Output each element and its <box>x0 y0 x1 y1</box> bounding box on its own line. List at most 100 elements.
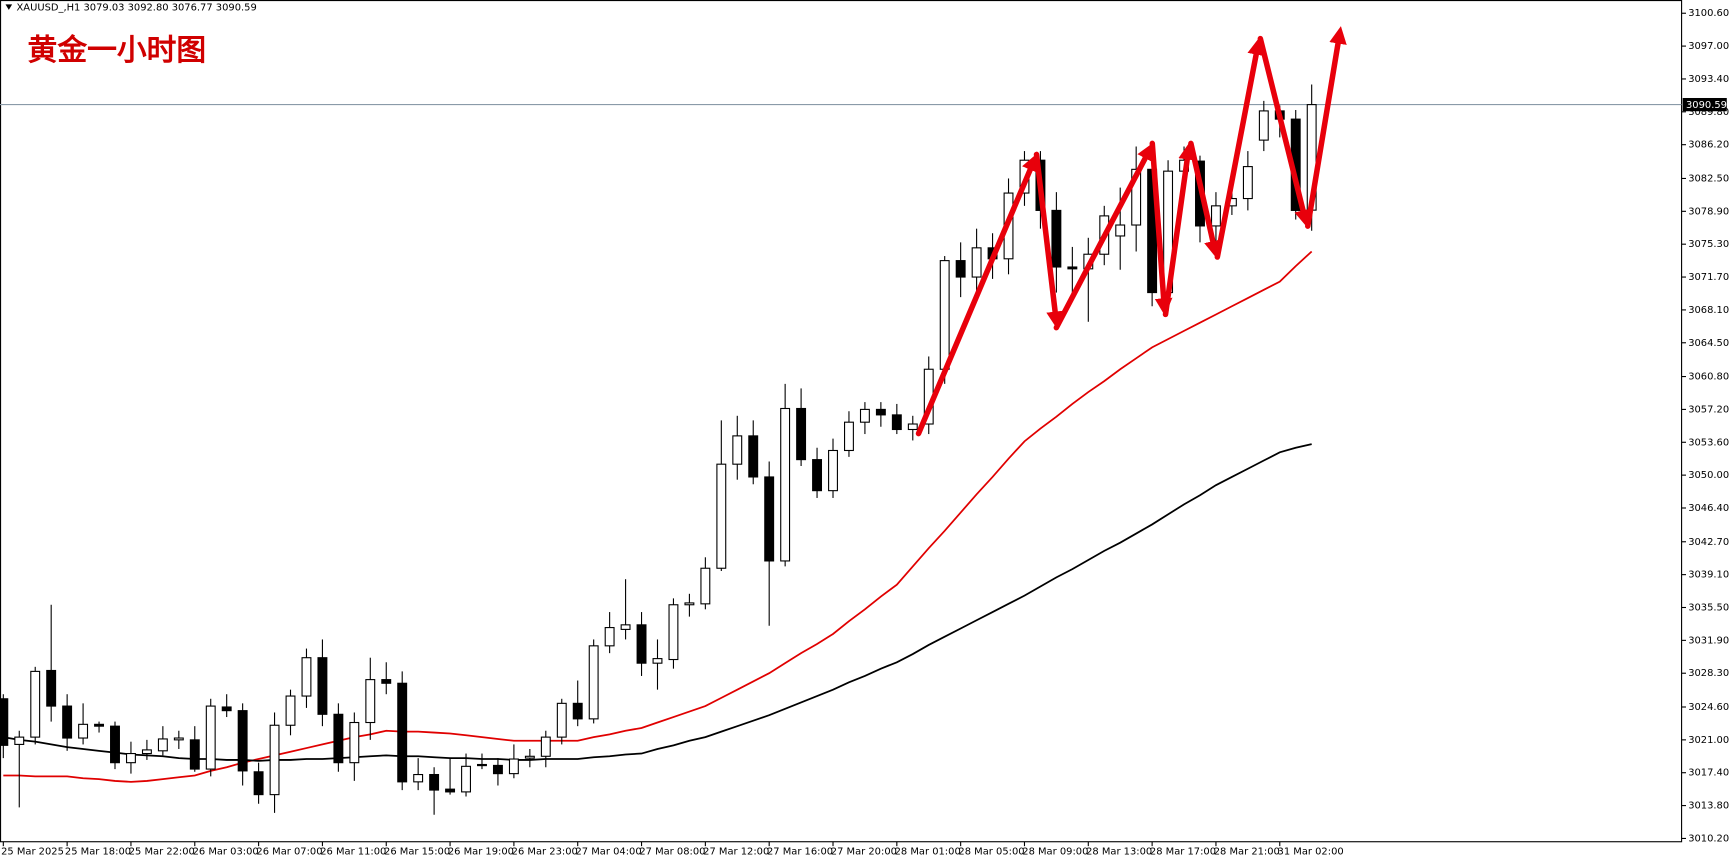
candle-body <box>1115 224 1126 237</box>
y-tick-label: 3075.30 <box>1688 239 1729 250</box>
x-tick-label: 27 Mar 08:00 <box>639 847 705 858</box>
candle-body <box>540 736 551 757</box>
candle-body <box>636 624 647 664</box>
candle-body <box>381 679 392 684</box>
arrow <box>1053 142 1154 331</box>
last-price-box <box>1682 97 1727 112</box>
candle-body <box>508 758 519 775</box>
candle-body <box>1067 266 1078 270</box>
x-tick-label: 25 Mar 2025 <box>1 847 64 858</box>
candle-body <box>1242 166 1253 200</box>
candle-body <box>46 669 57 707</box>
arrow <box>1188 140 1222 259</box>
plot-area <box>0 84 1682 815</box>
y-tick-label: 3031.90 <box>1688 635 1729 646</box>
candle-body <box>891 414 902 431</box>
y-tick-label: 3086.20 <box>1688 140 1729 151</box>
candle-body <box>668 604 679 661</box>
x-tick-label: 25 Mar 22:00 <box>129 847 195 858</box>
x-tick-label: 28 Mar 01:00 <box>895 847 961 858</box>
candle-body <box>828 449 838 492</box>
y-tick-label: 3100.60 <box>1688 8 1729 19</box>
candle-body <box>604 627 615 647</box>
candle-body <box>157 738 168 752</box>
y-tick-label: 3071.70 <box>1688 272 1729 283</box>
x-tick-label: 26 Mar 07:00 <box>256 847 322 858</box>
y-tick-label: 3035.50 <box>1688 602 1729 613</box>
candle-body <box>764 476 775 562</box>
x-tick-label: 28 Mar 17:00 <box>1150 847 1216 858</box>
x-tick-label: 27 Mar 20:00 <box>831 847 897 858</box>
candle-body <box>301 657 312 697</box>
candle-body <box>110 725 120 764</box>
candle-body <box>556 702 567 738</box>
y-tick-label: 3017.40 <box>1688 768 1729 779</box>
y-tick-label: 3064.50 <box>1688 338 1729 349</box>
candle-body <box>796 407 807 461</box>
y-tick-label: 3053.60 <box>1688 437 1729 448</box>
candle-body <box>189 739 200 770</box>
candle-body <box>445 788 456 793</box>
moving-average <box>3 443 1312 762</box>
y-tick-label: 3060.80 <box>1688 372 1729 383</box>
y-tick-label: 3050.00 <box>1688 470 1729 481</box>
candle-body <box>221 706 232 712</box>
y-tick-label: 3078.90 <box>1688 206 1729 217</box>
candle-body <box>732 435 743 465</box>
candle-body <box>237 710 248 772</box>
candle-body <box>78 723 89 739</box>
candle-body <box>907 423 918 431</box>
y-tick-label: 3042.70 <box>1688 537 1729 548</box>
menu-triangle[interactable] <box>5 4 13 10</box>
candle-body <box>173 737 184 741</box>
candle-body <box>477 763 487 767</box>
candle-body <box>1051 209 1062 268</box>
candle-body <box>524 755 535 759</box>
x-tick-label: 26 Mar 23:00 <box>512 847 578 858</box>
candle-body <box>875 408 886 416</box>
candle-body <box>620 624 631 630</box>
x-tick-label: 27 Mar 12:00 <box>703 847 769 858</box>
y-tick-label: 3046.40 <box>1688 503 1729 514</box>
candle-body <box>844 421 854 452</box>
candle-body <box>1210 205 1221 227</box>
candle-body <box>62 705 73 739</box>
y-tick-label: 3010.20 <box>1688 833 1729 844</box>
candle-body <box>780 407 791 562</box>
candle-body <box>269 724 280 796</box>
axes: 3100.60 3097.00 3093.40 3089.80 3086.20 3082.… <box>1 8 1729 857</box>
x-tick-label: 26 Mar 19:00 <box>448 847 514 858</box>
candle-body <box>413 773 424 783</box>
arrow <box>1149 140 1173 316</box>
candle-body <box>429 773 440 791</box>
candle-body <box>588 645 599 720</box>
candle-body <box>971 247 982 278</box>
x-tick-label: 28 Mar 05:00 <box>958 847 1024 858</box>
candle-body <box>955 260 966 278</box>
x-tick-label: 26 Mar 03:00 <box>193 847 259 858</box>
y-tick-label: 3082.50 <box>1688 173 1729 184</box>
candle-body <box>94 723 105 727</box>
candle-body <box>365 679 376 724</box>
x-tick-label: 28 Mar 09:00 <box>1022 847 1088 858</box>
x-tick-label: 26 Mar 11:00 <box>320 847 386 858</box>
y-tick-label: 3013.80 <box>1688 801 1729 812</box>
candle-body <box>14 736 25 745</box>
candle-body <box>285 695 296 726</box>
candle-body <box>812 459 823 492</box>
candle-body <box>572 702 583 720</box>
y-tick-label: 3097.00 <box>1688 41 1729 52</box>
candle-body <box>652 658 663 664</box>
arrow <box>1257 35 1312 228</box>
candle-body <box>317 657 328 715</box>
candle-body <box>1258 110 1269 141</box>
y-tick-label: 3028.30 <box>1688 668 1729 679</box>
x-tick-label: 27 Mar 04:00 <box>576 847 642 858</box>
candle-body <box>859 408 870 423</box>
y-tick-label: 3089.80 <box>1688 107 1729 118</box>
candle-body <box>0 698 9 746</box>
last-price-label: 3090.59 <box>1686 100 1727 111</box>
candle-body <box>700 567 711 605</box>
y-tick-label: 3068.10 <box>1688 305 1729 316</box>
candle-body <box>333 713 344 764</box>
